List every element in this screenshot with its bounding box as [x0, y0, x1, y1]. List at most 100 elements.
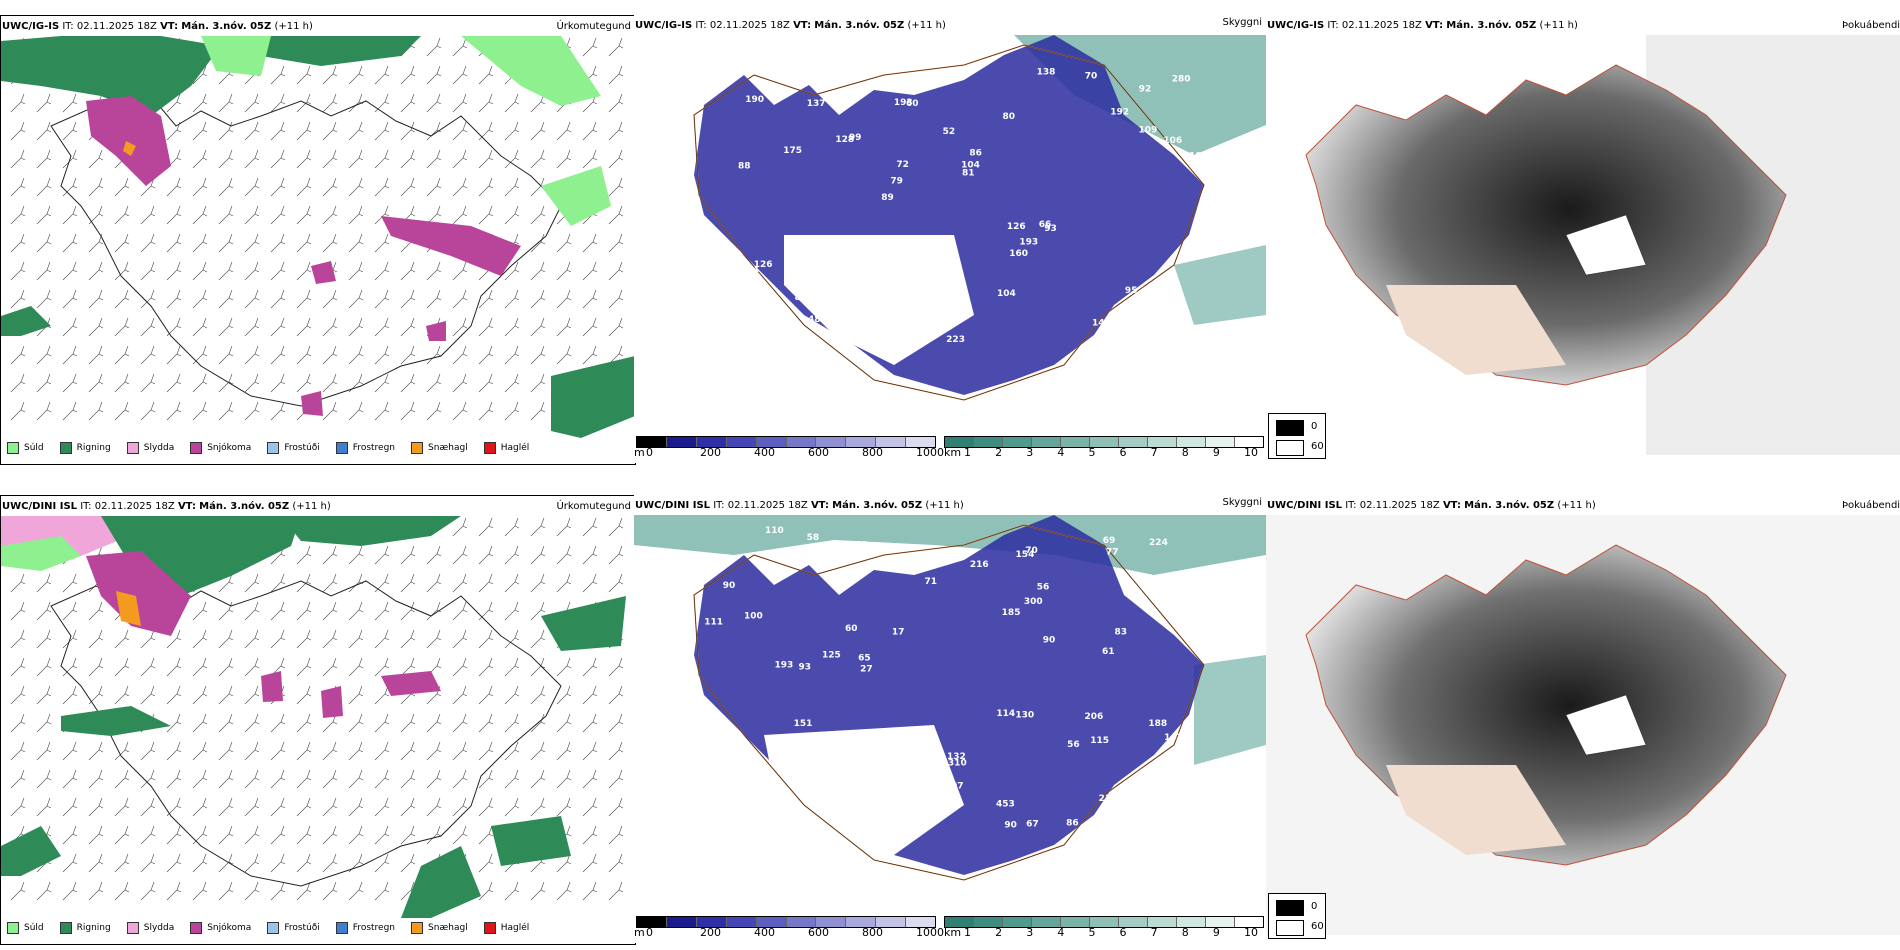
ceiling-value-label: 175 — [783, 146, 802, 156]
coastline — [693, 524, 1205, 881]
vt-value: Mán. 3.nóv. 05Z — [814, 20, 905, 31]
legend-item: Rigning — [59, 922, 111, 934]
it-value: 02.11.2025 18Z — [727, 500, 808, 511]
ceiling-value-label: 106 — [1163, 136, 1182, 146]
header-bottom-precip: UWC/DINI ISL IT: 02.11.2025 18Z VT: Mán.… — [2, 501, 331, 512]
ceiling-value-label: 67 — [1026, 819, 1039, 829]
ceiling-value-label: 300 — [1024, 597, 1043, 607]
ceiling-value-label: 104 — [961, 160, 980, 170]
cloud-title: Skyggni — [1222, 17, 1262, 28]
legend-swatch — [483, 442, 496, 454]
ceiling-value-label: 310 — [948, 758, 967, 768]
legend-swatch — [335, 442, 348, 454]
ceiling-value-label: 126 — [1007, 222, 1026, 232]
it-label: IT: — [1345, 500, 1357, 511]
ceiling-value-label: 87 — [795, 293, 808, 303]
legend-label: Rigning — [76, 923, 111, 933]
legend-label: Frostúði — [284, 923, 320, 933]
ceiling-map-bottom: 188 86 310 163 132 60 82 56 90 61 130 77 111 90 103 95 6… — [634, 515, 1266, 881]
vt-value: Mán. 3.nóv. 05Z — [199, 501, 290, 512]
iceland-outline — [50, 95, 562, 407]
clear-area — [764, 725, 964, 855]
ceiling-value-label: 87 — [896, 55, 909, 65]
legend-label: Frostregn — [352, 443, 396, 453]
precip-legend-bottom: Súld Rigning Slydda Snjókoma Frostúði Frostre… — [7, 922, 545, 934]
ceiling-value-label: 188 — [1148, 719, 1167, 729]
precip-areas — [1, 36, 635, 438]
legend-swatch — [59, 442, 72, 454]
legend-swatch — [126, 922, 139, 934]
header-bottom-cloud: UWC/DINI ISL IT: 02.11.2025 18Z VT: Mán.… — [635, 500, 964, 511]
ceiling-value-label: 109 — [1138, 125, 1157, 135]
iceland-outline — [50, 575, 562, 887]
colorbar-tick: 5 — [1088, 446, 1096, 459]
legend-swatch — [267, 442, 280, 454]
ceiling-value-label: 218 — [761, 339, 780, 349]
legend-label: Haglél — [500, 443, 530, 453]
fog-key-bottom: 0 60 — [1268, 893, 1326, 939]
colorbar-tick: 400 — [754, 446, 775, 459]
header-top-precip: UWC/IG-IS IT: 02.11.2025 18Z VT: Mán. 3.… — [2, 21, 313, 32]
ceiling-value-label: 128 — [762, 324, 781, 334]
ceiling-value-label: 151 — [794, 719, 813, 729]
legend-label: Frostúði — [284, 443, 320, 453]
legend-swatch — [59, 922, 72, 934]
fog-map-top — [1305, 35, 1900, 455]
it-value: 02.11.2025 18Z — [76, 21, 157, 32]
fog-map-bottom — [1266, 515, 1900, 935]
ceiling-value-label: 90 — [1043, 635, 1056, 645]
ceiling-value-label: 61 — [1102, 647, 1115, 657]
ceiling-value-label: 193 — [1019, 237, 1038, 247]
ceiling-value-label: 116 — [810, 258, 829, 268]
header-top-fog: UWC/IG-IS IT: 02.11.2025 18Z VT: Mán. 3.… — [1267, 20, 1578, 31]
legend-label: Haglél — [500, 923, 530, 933]
ceiling-value-label: 48 — [808, 315, 821, 325]
ceiling-value-label: 60 — [906, 99, 919, 109]
fog-key-label-1: 60 — [1311, 921, 1324, 932]
legend-label: Rigning — [76, 443, 111, 453]
colorbar-tick: 1000 — [916, 926, 944, 939]
lead-time: (+11 h) — [292, 501, 331, 512]
vt-value: Mán. 3.nóv. 05Z — [181, 21, 272, 32]
precip-title: Úrkomutegund — [556, 501, 631, 512]
ceiling-value-label: 109 — [803, 736, 822, 746]
lead-time: (+11 h) — [925, 500, 964, 511]
glacier — [1565, 214, 1647, 276]
lead-time: (+11 h) — [907, 20, 946, 31]
colorbar-tick: 1 — [964, 926, 971, 939]
ceiling-value-label: 93 — [1044, 224, 1057, 234]
ceiling-unit: m — [634, 926, 645, 939]
ceiling-value-label: 93 — [799, 663, 812, 673]
ceiling-value-label: 280 — [1172, 74, 1191, 84]
legend-swatch — [7, 922, 19, 934]
fog-key-top: 0 60 — [1268, 413, 1326, 459]
lead-time: (+11 h) — [1557, 500, 1596, 511]
ceiling-value-label: 70 — [1025, 546, 1038, 556]
it-value: 02.11.2025 18Z — [1359, 500, 1440, 511]
low-fog-area — [1386, 285, 1566, 375]
cover-title: Þokuábendi — [1842, 500, 1900, 511]
colorbar-tick: 1 — [964, 446, 971, 459]
legend-label: Snjókoma — [207, 923, 252, 933]
ceiling-value-label: 27 — [860, 664, 873, 674]
fog-key-label-0: 0 — [1311, 421, 1318, 432]
colorbar-tick: 9 — [1212, 446, 1220, 459]
colorbar-tick: 600 — [808, 926, 829, 939]
colorbar-tick: 10 — [1244, 926, 1258, 939]
ceiling-value-label: 71 — [924, 577, 937, 587]
ceiling-value-label: 83 — [1114, 627, 1127, 637]
ceiling-value-label: 145 — [1092, 319, 1111, 329]
cover-title: Þokuábendi — [1842, 20, 1900, 31]
ceiling-value-label: 132 — [947, 752, 966, 762]
ceiling-value-label: 69 — [1103, 536, 1116, 546]
ceiling-panel-top: UWC/IG-IS IT: 02.11.2025 18Z VT: Mán. 3.… — [634, 15, 1266, 463]
fog-key-swatch-1 — [1276, 440, 1304, 456]
model-name: UWC/IG-IS — [1267, 20, 1325, 31]
low-fog-area — [1386, 765, 1566, 855]
legend-swatch — [190, 442, 203, 454]
legend-swatch — [483, 922, 496, 934]
ceiling-value-label: 111 — [704, 617, 723, 627]
ceiling-value-label: 163 — [764, 798, 783, 808]
ceiling-value-label: 64 — [718, 306, 731, 316]
legend-swatch — [411, 442, 424, 454]
